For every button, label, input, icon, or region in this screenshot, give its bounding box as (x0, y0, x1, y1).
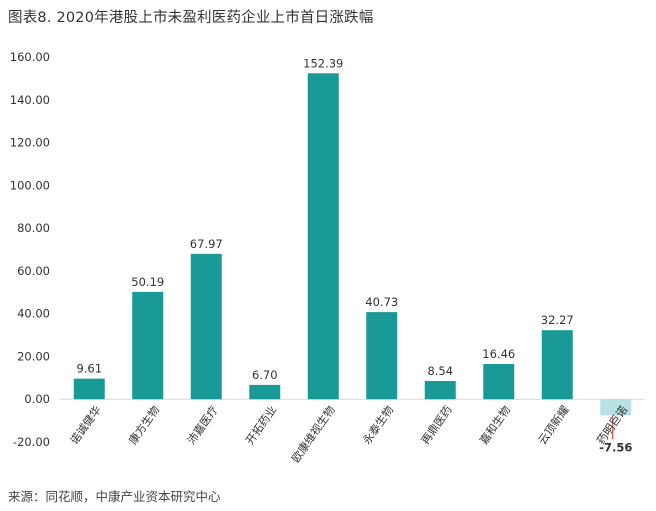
x-category-label: 康方生物 (126, 403, 163, 447)
bar (132, 291, 164, 400)
y-tick-label: 140.00 (10, 93, 50, 107)
x-category-label: 开拓药业 (243, 403, 280, 447)
source-note: 来源：同花顺，中康产业资本研究中心 (8, 489, 221, 504)
y-tick-label: 80.00 (17, 221, 50, 235)
x-category-label: 云顶新耀 (535, 403, 572, 447)
data-label: 16.46 (482, 347, 515, 361)
x-category-label: 再鼎医药 (419, 403, 455, 446)
y-tick-label: 100.00 (10, 178, 50, 192)
bar (424, 380, 456, 400)
bar (190, 253, 222, 400)
data-label: -7.56 (599, 440, 632, 454)
data-label: 9.61 (76, 362, 102, 376)
bar (249, 384, 281, 400)
data-label: 50.19 (131, 275, 164, 289)
y-tick-label: 160.00 (10, 50, 50, 64)
data-label: 8.54 (427, 364, 453, 378)
y-tick-label: 0.00 (24, 392, 50, 406)
y-tick-label: 20.00 (17, 349, 50, 363)
x-category-label: 嘉和生物 (477, 403, 514, 447)
data-label: 40.73 (365, 295, 398, 309)
y-tick-label: 60.00 (17, 264, 50, 278)
x-category-label: 永泰生物 (360, 403, 397, 447)
bar (483, 364, 515, 400)
x-category-label: 欧康维视生物 (288, 403, 337, 465)
x-category-label: 沛嘉医疗 (184, 403, 221, 447)
y-tick-label: 40.00 (17, 307, 50, 321)
y-tick-label: -20.00 (13, 435, 50, 449)
bar (307, 73, 339, 400)
y-tick-label: 120.00 (10, 136, 50, 150)
bar (73, 378, 105, 400)
x-category-label: 诺诚健华 (67, 403, 104, 447)
data-label: 32.27 (541, 313, 574, 327)
data-label: 152.39 (303, 56, 343, 70)
data-label: 67.97 (190, 237, 223, 251)
data-label: 6.70 (252, 368, 278, 382)
bar (541, 330, 573, 400)
bar (600, 399, 632, 416)
chart-title: 图表8. 2020年港股上市未盈利医药企业上市首日涨跌幅 (8, 10, 374, 26)
bar (366, 312, 398, 400)
